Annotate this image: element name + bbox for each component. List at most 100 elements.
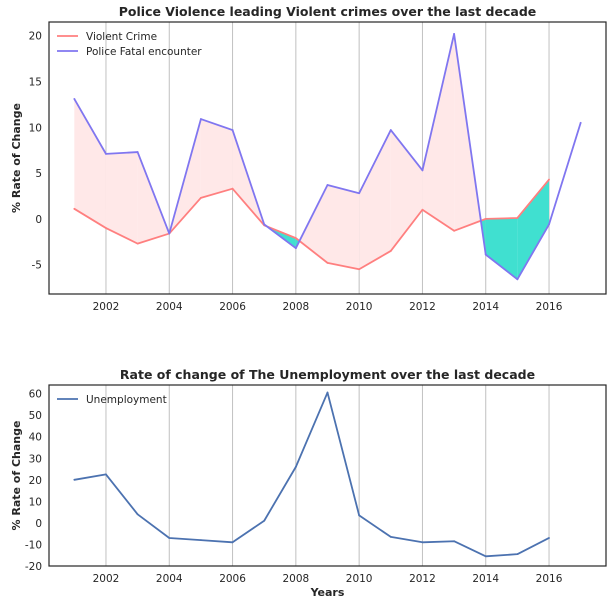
legend: Violent Crime Police Fatal encounter <box>57 31 202 58</box>
chart-2: 2002 2004 2006 2008 2010 2012 2014 2016 -20 -10 0 1… <box>10 367 607 599</box>
chart-1: 2002 2004 2006 2008 2010 2012 2014 2016 -5 0 5 10 15… <box>10 4 607 313</box>
data-point <box>168 537 171 539</box>
fill-below <box>517 179 550 280</box>
data-point <box>136 513 139 516</box>
y-tick-label: -5 <box>32 260 42 272</box>
fill-above <box>200 119 233 198</box>
data-point <box>73 207 76 210</box>
data-point <box>326 184 329 186</box>
x-tick-label: 2010 <box>346 301 373 313</box>
data-point <box>231 129 234 131</box>
x-tick-label: 2016 <box>536 301 563 313</box>
data-point <box>263 519 266 522</box>
chart-title: Rate of change of The Unemployment over … <box>120 367 535 382</box>
y-tick-label: 50 <box>29 410 42 422</box>
y-tick-label: 0 <box>35 214 42 226</box>
data-point <box>105 152 107 155</box>
chart-title: Police Violence leading Violent crimes o… <box>119 4 537 19</box>
data-point <box>231 541 234 544</box>
data-point <box>548 223 550 226</box>
data-point <box>389 250 392 252</box>
x-tick-label: 2008 <box>282 573 309 585</box>
y-tick-label: 10 <box>29 122 42 134</box>
x-axis-label: Years <box>310 586 345 599</box>
fill-above <box>299 185 328 263</box>
data-point <box>105 227 107 229</box>
fill-below <box>485 217 518 280</box>
x-tick-label: 2012 <box>409 573 436 585</box>
data-point <box>484 253 487 256</box>
data-point <box>136 242 139 245</box>
x-tick-label: 2002 <box>93 301 120 313</box>
data-point <box>168 232 171 235</box>
data-point <box>548 537 550 539</box>
data-point <box>73 478 76 481</box>
data-point <box>263 223 266 226</box>
legend-label: Police Fatal encounter <box>86 46 202 58</box>
data-point <box>136 151 139 153</box>
x-tick-label: 2006 <box>219 301 246 313</box>
data-point <box>294 247 297 250</box>
data-point <box>421 541 424 544</box>
x-tick-label: 2014 <box>472 301 499 313</box>
y-tick-label: 20 <box>29 31 42 43</box>
fill-above <box>74 98 106 229</box>
fill-above <box>137 152 170 244</box>
data-point <box>516 553 519 556</box>
x-tick-label: 2002 <box>93 573 120 585</box>
fill-above <box>327 185 360 270</box>
data-point <box>421 208 424 211</box>
x-tick-label: 2004 <box>156 573 183 585</box>
series-line-unemployment <box>74 391 550 558</box>
data-point <box>453 33 455 35</box>
data-point <box>105 473 107 476</box>
x-tick-label: 2006 <box>219 573 246 585</box>
data-point <box>484 218 487 220</box>
data-point <box>326 391 329 394</box>
axes-frame <box>48 384 607 567</box>
axes-frame <box>48 21 607 295</box>
data-point <box>200 196 202 199</box>
y-tick-label: -20 <box>25 561 42 573</box>
y-tick-label: 40 <box>29 432 42 444</box>
data-point <box>358 268 361 271</box>
fill-above <box>390 130 423 251</box>
data-point <box>453 540 455 543</box>
data-point <box>389 536 392 538</box>
y-tick-label: 5 <box>35 168 42 180</box>
data-point <box>484 555 487 558</box>
y-axis-label: % Rate of Change <box>10 103 23 213</box>
fill-above <box>105 152 138 244</box>
y-axis-label: % Rate of Change <box>10 421 23 531</box>
x-tick-label: 2008 <box>282 301 309 313</box>
data-point <box>294 465 297 468</box>
data-point <box>73 98 76 100</box>
legend-label: Unemployment <box>86 394 167 406</box>
data-point <box>294 237 297 240</box>
data-point <box>231 187 234 190</box>
x-tick-label: 2012 <box>409 301 436 313</box>
data-point <box>326 261 329 264</box>
data-point <box>548 178 550 181</box>
data-point <box>358 192 361 195</box>
series-line-violent-crime <box>73 178 550 271</box>
y-tick-label: -10 <box>25 539 42 551</box>
y-tick-label: 20 <box>29 475 42 487</box>
fill-above <box>422 33 455 231</box>
data-point <box>516 278 519 281</box>
x-tick-label: 2014 <box>472 573 499 585</box>
data-point <box>200 539 202 542</box>
y-tick-label: 15 <box>29 77 42 89</box>
data-point <box>200 118 202 120</box>
data-point <box>453 229 455 232</box>
legend-label: Violent Crime <box>86 31 157 43</box>
y-tick-label: 0 <box>35 518 42 530</box>
x-tick-label: 2010 <box>346 573 373 585</box>
data-point <box>421 169 424 172</box>
legend: Unemployment <box>57 394 167 406</box>
data-point <box>358 514 361 517</box>
x-tick-label: 2004 <box>156 301 183 313</box>
y-tick-label: 60 <box>29 389 42 401</box>
data-point <box>389 129 392 131</box>
